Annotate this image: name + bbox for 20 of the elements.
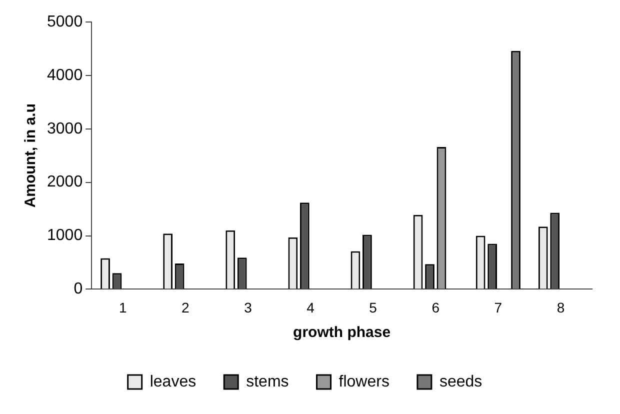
x-tick-label: 2 <box>182 299 190 316</box>
legend-label: leaves <box>150 373 196 390</box>
x-tick-label: 5 <box>369 299 378 316</box>
legend-label: flowers <box>338 373 390 390</box>
x-tick-label: 7 <box>494 299 502 316</box>
y-tick-label: 0 <box>74 280 83 298</box>
y-axis-title: Amount, in a.u <box>22 104 40 208</box>
x-tick-label: 3 <box>244 299 252 316</box>
y-tick-label: 2000 <box>47 174 83 191</box>
y-tick-label: 1000 <box>47 227 83 244</box>
y-tick-label: 4000 <box>47 66 83 84</box>
legend-label: seeds <box>439 373 482 390</box>
y-tick-label: 3000 <box>47 120 83 138</box>
x-axis-title: growth phase <box>293 324 391 342</box>
x-tick-label: 6 <box>432 299 440 316</box>
x-tick-label: 1 <box>118 299 127 316</box>
legend-label: stems <box>246 373 289 390</box>
x-tick-label: 4 <box>306 299 315 316</box>
y-tick-label: 5000 <box>47 13 83 30</box>
x-tick-label: 8 <box>556 299 565 316</box>
